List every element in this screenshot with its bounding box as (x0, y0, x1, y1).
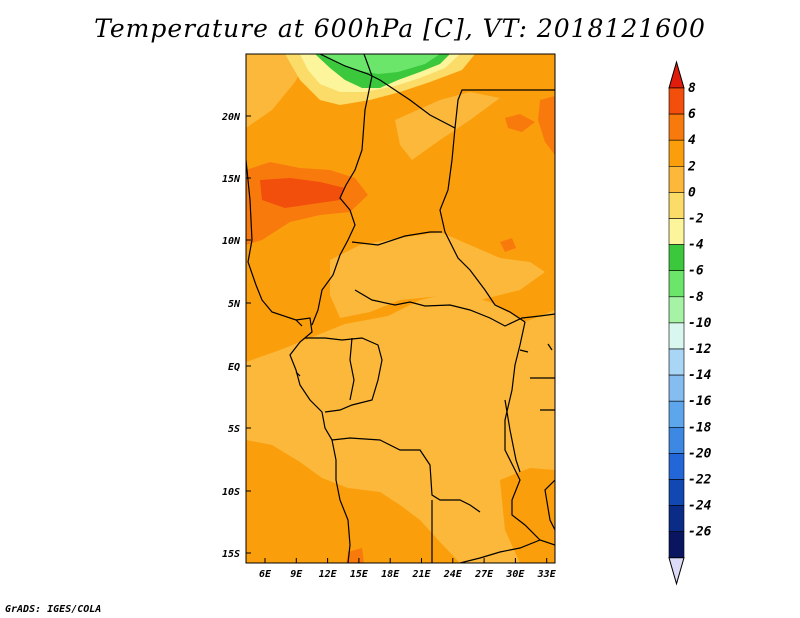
longitude-axis: 6E 9E 12E 15E 18E 21E 24E 27E 30E 33E (259, 558, 557, 580)
border-niger-chad (311, 54, 373, 326)
colorbar-segment (668, 374, 685, 402)
lon-label: 27E (474, 569, 494, 580)
lat-label: 10N (222, 236, 241, 247)
colorbar-label: 8 (688, 81, 696, 96)
border-chad-sudan (439, 127, 526, 323)
colorbar-segment (668, 87, 685, 115)
colorbar-segment (668, 113, 685, 141)
border-congo-drc (349, 337, 355, 401)
colorbar-segment (668, 270, 685, 298)
border-car-south (354, 289, 555, 327)
lon-label: 33E (537, 569, 557, 580)
lat-label: 15S (222, 549, 240, 560)
colorbar-label: -8 (688, 290, 704, 305)
colorbar-segment (668, 139, 685, 167)
lon-label: 18E (381, 569, 400, 580)
colorbar-label: -18 (688, 420, 712, 435)
colorbar-label: -4 (688, 238, 704, 253)
grads-credit: GrADS: IGES/COLA (5, 604, 102, 615)
lat-label: 20N (221, 112, 241, 123)
colorbar-label: -2 (688, 212, 704, 227)
colorbar-label: -20 (688, 446, 712, 461)
dark-orange-patch-south (346, 548, 364, 563)
coastline-gulf-guinea-islands (295, 319, 553, 377)
lon-label: 12E (319, 569, 338, 580)
orange-region-southeast (500, 468, 555, 563)
colorbar-label: -10 (688, 316, 712, 331)
colorbar-label: -22 (688, 473, 712, 488)
lat-label: 5N (228, 299, 241, 310)
colorbar-segment (668, 296, 685, 324)
lat-label: 10S (222, 487, 240, 498)
map-frame (245, 53, 556, 564)
map-title: Temperature at 600hPa [C], VT: 201812160… (94, 14, 706, 43)
colorbar-segment (668, 192, 685, 219)
light-band-center (330, 232, 545, 318)
border-drc-angola (331, 437, 481, 513)
colorbar-segment (668, 348, 685, 376)
lat-label: EQ (228, 362, 240, 373)
light-band-northwest (246, 54, 310, 128)
colorbar-label: -26 (688, 525, 712, 540)
border-south-zambia (459, 539, 541, 563)
border-east-lakes (504, 399, 521, 473)
colorbar: 8 6 4 2 0 -2 -4 -6 -8 -10 -12 -14 -16 -18 -20 -22 -24 -26 (668, 60, 712, 586)
lon-label: 21E (411, 569, 431, 580)
lon-label: 24E (443, 569, 463, 580)
coastline-west-africa (246, 159, 351, 563)
colorbar-segment (668, 244, 685, 272)
red-orange-patch-sahel (260, 178, 345, 208)
colorbar-segment (668, 505, 685, 533)
colorbar-segment (668, 479, 685, 506)
colorbar-label: 2 (687, 159, 696, 174)
colorbar-segment (668, 322, 685, 350)
colorbar-segment (668, 166, 685, 193)
colorbar-arrow-bottom (668, 557, 685, 586)
border-algeria-libya (319, 54, 555, 129)
lat-label: 5S (228, 424, 240, 435)
country-borders (246, 54, 555, 563)
orange-region-southwest (246, 440, 460, 563)
border-east-edge (530, 377, 555, 531)
colorbar-label: -6 (688, 264, 704, 279)
light-green-region-north (322, 54, 440, 74)
colorbar-segment (668, 426, 685, 454)
colorbar-segment (668, 400, 685, 428)
colorbar-label: -16 (688, 394, 712, 409)
dark-orange-patch-northeast (538, 96, 555, 155)
lon-label: 6E (259, 569, 272, 580)
colorbar-segment (668, 218, 685, 245)
dark-orange-patch-east (500, 238, 516, 252)
colorbar-segment (668, 531, 685, 559)
lon-label: 9E (290, 569, 303, 580)
colorbar-label: 0 (688, 185, 696, 200)
dark-orange-patch-small (505, 114, 535, 132)
lon-label: 30E (505, 569, 525, 580)
colorbar-label: -12 (688, 342, 712, 357)
lat-label: 15N (222, 174, 241, 185)
colorbar-segment (668, 453, 685, 480)
border-drc-east (504, 321, 555, 546)
colorbar-label: 6 (688, 107, 696, 122)
border-cameroon-gabon (305, 337, 383, 413)
colorbar-label: -24 (688, 499, 712, 514)
latitude-axis: 20N 15N 10N 5N EQ 5S 10S 15S (221, 112, 251, 560)
temperature-field (246, 54, 555, 563)
lon-label: 15E (350, 569, 369, 580)
colorbar-label: 4 (688, 133, 696, 148)
border-chad-car (351, 231, 442, 246)
colorbar-label: -14 (688, 368, 712, 383)
colorbar-arrow-top (668, 60, 685, 89)
